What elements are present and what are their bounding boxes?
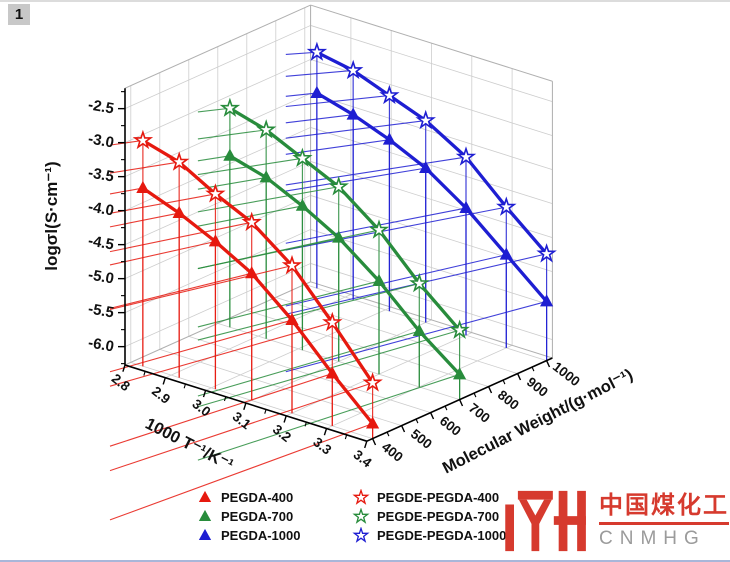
svg-text:2.8: 2.8 [109, 371, 133, 395]
triangle-marker-icon [198, 490, 212, 503]
bottom-divider [0, 560, 730, 562]
svg-text:400: 400 [379, 439, 406, 465]
svg-text:3.3: 3.3 [310, 434, 334, 458]
top-divider [0, 0, 730, 2]
svg-text:-6.0: -6.0 [87, 334, 115, 355]
svg-text:3.4: 3.4 [351, 447, 375, 471]
figure-number-badge: 1 [8, 4, 30, 25]
legend-item-PEGDE-PEGDA-1000: PEGDE-PEGDA-1000 [352, 526, 552, 545]
legend-label: PEGDE-PEGDA-700 [377, 509, 500, 524]
logo-text: 中国煤化工 CNMHG [599, 492, 729, 550]
legend-item-PEGDA-400: PEGDA-400 [196, 488, 346, 507]
legend-label: PEGDA-400 [221, 490, 294, 505]
x-axis-title: 1000 T⁻¹/K⁻¹ [142, 415, 236, 475]
svg-text:-3.5: -3.5 [87, 164, 115, 185]
svg-text:-5.0: -5.0 [87, 266, 115, 287]
svg-text:700: 700 [466, 400, 493, 426]
svg-text:3.0: 3.0 [189, 396, 213, 419]
legend-label: PEGDE-PEGDA-1000 [377, 528, 507, 543]
z-axis-title: logσl(S·cm⁻¹) [42, 161, 61, 270]
svg-text:1000: 1000 [550, 359, 583, 389]
logo-cjk-text: 中国煤化工 [599, 492, 729, 519]
legend-label: PEGDA-1000 [221, 528, 301, 543]
legend-item-PEGDA-700: PEGDA-700 [196, 507, 346, 526]
series-group [109, 41, 557, 521]
legend-label: PEGDA-700 [221, 509, 294, 524]
series-PEGDE-PEGDA-400 [109, 129, 383, 472]
chart-legend: PEGDA-400 PEGDE-PEGDA-400 PEGDA-700 PEGDE-P… [196, 488, 552, 545]
logo-underline [599, 522, 729, 525]
triangle-marker-icon [198, 509, 212, 522]
company-logo: 中国煤化工 CNMHG [505, 486, 729, 556]
svg-text:600: 600 [437, 413, 464, 439]
svg-text:-4.0: -4.0 [87, 198, 115, 219]
svg-text:-5.5: -5.5 [87, 300, 115, 321]
svg-text:-3.0: -3.0 [87, 130, 115, 151]
legend-item-PEGDE-PEGDA-700: PEGDE-PEGDA-700 [352, 507, 552, 526]
triangle-marker-icon [198, 528, 212, 541]
svg-text:900: 900 [524, 374, 551, 400]
star-marker-icon [352, 527, 370, 543]
star-marker-icon [352, 489, 370, 505]
logo-mark-icon [505, 490, 586, 552]
svg-text:500: 500 [408, 426, 435, 452]
svg-text:3.2: 3.2 [270, 422, 294, 445]
logo-latin-text: CNMHG [599, 528, 706, 549]
star-marker-icon [352, 508, 370, 524]
legend-item-PEGDE-PEGDA-400: PEGDE-PEGDA-400 [352, 488, 552, 507]
svg-text:800: 800 [495, 387, 522, 413]
svg-text:-2.5: -2.5 [87, 96, 115, 117]
svg-text:2.9: 2.9 [149, 383, 173, 406]
series-PEGDE-PEGDA-1000 [285, 41, 557, 361]
legend-item-PEGDA-1000: PEGDA-1000 [196, 526, 346, 545]
legend-label: PEGDE-PEGDA-400 [377, 490, 500, 505]
svg-text:-4.5: -4.5 [87, 232, 115, 253]
